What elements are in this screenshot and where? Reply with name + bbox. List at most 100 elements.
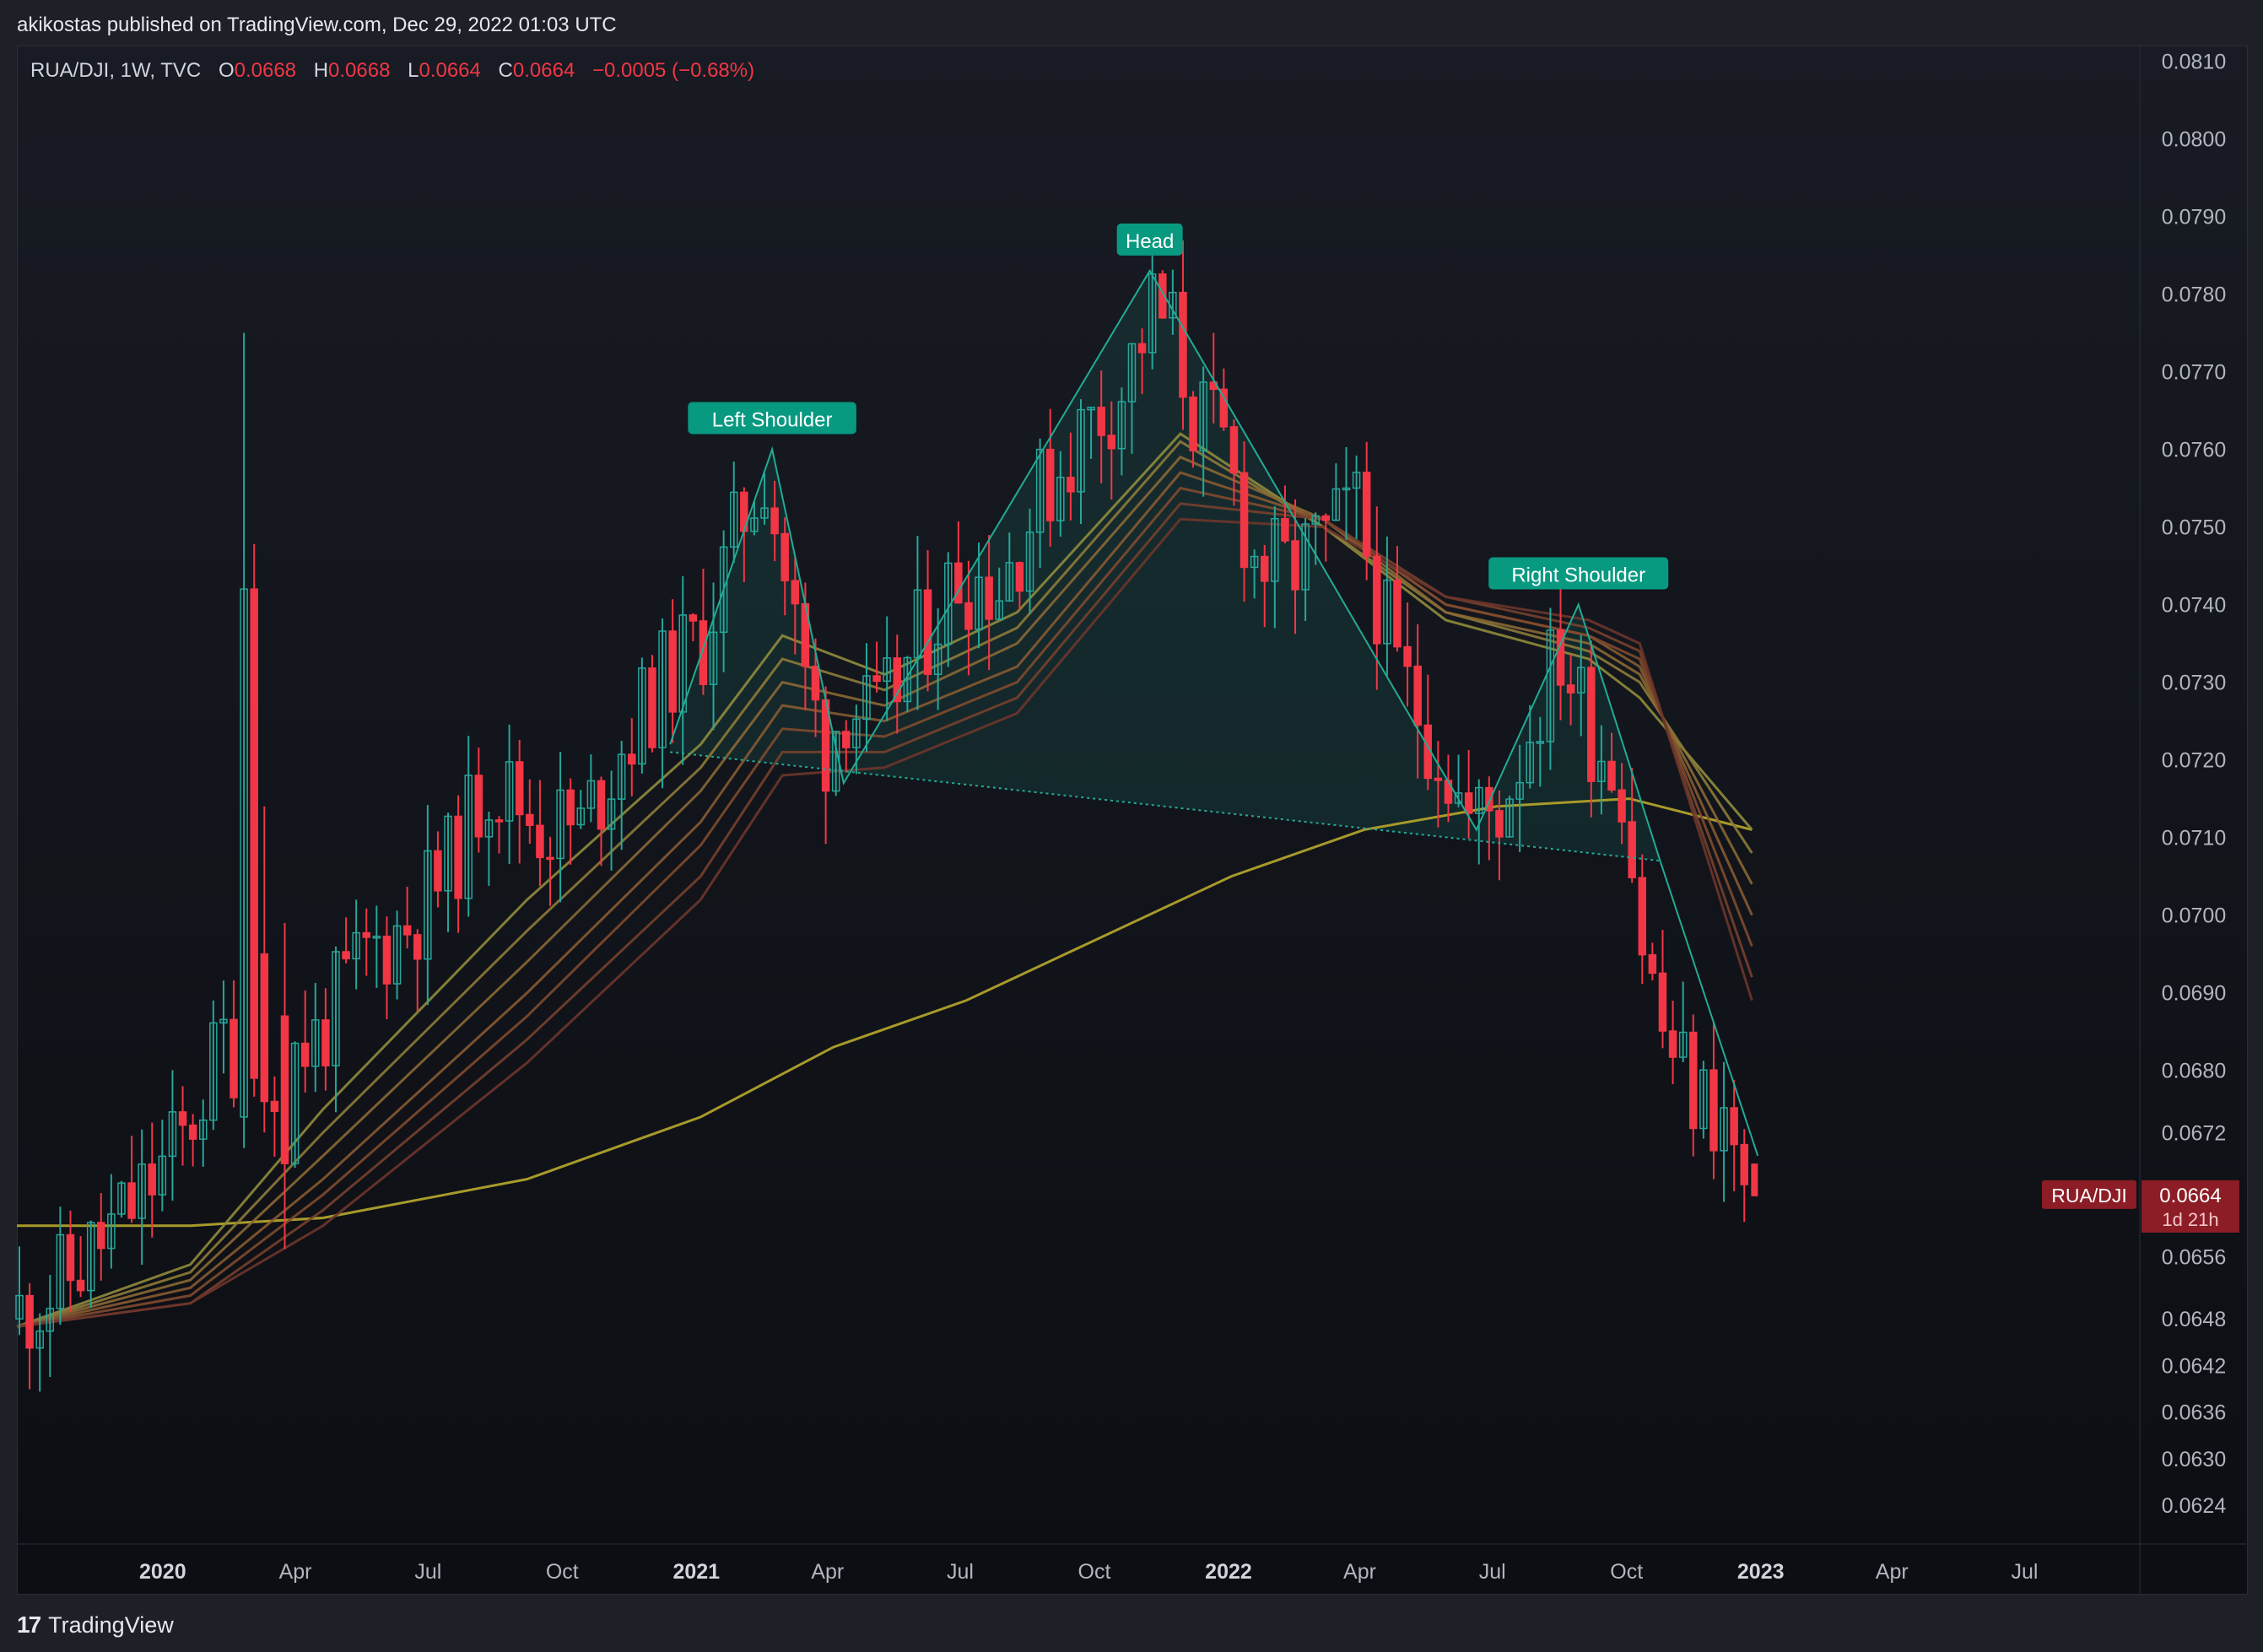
chart-frame[interactable] bbox=[17, 46, 2248, 1595]
candle-body bbox=[342, 951, 350, 960]
ohlc-legend[interactable]: RUA/DJI, 1W, TVC O0.0668 H0.0668 L0.0664… bbox=[30, 59, 754, 83]
neckline bbox=[670, 751, 1661, 862]
candle-body bbox=[975, 576, 983, 630]
candle-body bbox=[780, 532, 789, 581]
footer: 17 TradingView bbox=[17, 1608, 174, 1642]
y-tick-label: 0.0760 bbox=[2162, 439, 2226, 462]
candle-body bbox=[1362, 472, 1371, 558]
symbol-badge-text: RUA/DJI bbox=[2051, 1185, 2126, 1207]
candle-body bbox=[66, 1234, 75, 1282]
candle-body bbox=[1045, 448, 1055, 521]
last-candle-body bbox=[1751, 1163, 1758, 1196]
x-tick-label: Oct bbox=[546, 1560, 579, 1584]
candle-body bbox=[617, 753, 626, 800]
left-shoulder-label: Left Shoulder bbox=[712, 409, 833, 432]
x-tick-label: 2023 bbox=[1737, 1560, 1785, 1584]
candle-body bbox=[1056, 477, 1065, 521]
candle-body bbox=[230, 1018, 238, 1099]
candle-body bbox=[1597, 760, 1606, 782]
candle-body bbox=[290, 1042, 300, 1164]
pattern-line bbox=[669, 268, 1661, 861]
candle-body bbox=[964, 602, 973, 630]
y-tick-label: 0.0672 bbox=[2162, 1121, 2226, 1145]
candle-body bbox=[1087, 407, 1095, 411]
candle-body bbox=[811, 666, 820, 701]
candle-body bbox=[311, 1019, 320, 1067]
candle-body bbox=[1127, 343, 1137, 402]
candle-body bbox=[1403, 645, 1412, 667]
candle-body bbox=[1229, 426, 1239, 474]
tradingview-brand[interactable]: TradingView bbox=[48, 1612, 174, 1638]
candle-body bbox=[300, 1042, 310, 1067]
candle-body bbox=[576, 807, 586, 826]
symbol-badge bbox=[2042, 1180, 2136, 1209]
candle-body bbox=[1689, 1031, 1698, 1130]
candle-body bbox=[526, 813, 534, 826]
candle-body bbox=[1485, 786, 1493, 812]
candle-body bbox=[434, 850, 442, 892]
candle-body bbox=[678, 614, 687, 713]
candle-body bbox=[1607, 760, 1616, 791]
candle-body bbox=[240, 588, 248, 1118]
candle-body bbox=[883, 657, 891, 683]
candle-body bbox=[1219, 388, 1229, 428]
candle-body bbox=[250, 588, 258, 1079]
candle-body bbox=[954, 562, 963, 604]
y-tick-label: 0.0770 bbox=[2162, 360, 2226, 384]
candle-body bbox=[1475, 786, 1483, 814]
close-label: C bbox=[498, 59, 513, 82]
head-label-bg bbox=[1116, 223, 1183, 256]
published-caption: akikostas published on TradingView.com, … bbox=[17, 13, 617, 36]
candle-body bbox=[1199, 381, 1207, 452]
candle-body bbox=[842, 731, 851, 748]
y-tick-label: 0.0636 bbox=[2162, 1401, 2226, 1425]
x-tick-label: Apr bbox=[1876, 1560, 1909, 1584]
y-tick-label: 0.0630 bbox=[2162, 1448, 2226, 1471]
candle-body bbox=[1678, 1031, 1688, 1058]
candle-body bbox=[219, 1018, 228, 1024]
symbol-label: RUA/DJI, 1W, TVC bbox=[30, 59, 202, 82]
candle-body bbox=[1025, 532, 1034, 592]
ema-ribbon-line bbox=[16, 486, 1753, 1328]
candle-body bbox=[903, 656, 912, 703]
candle-body bbox=[25, 1294, 34, 1349]
high-label: H bbox=[313, 59, 329, 82]
candle-body bbox=[1311, 515, 1320, 525]
y-tick-label: 0.0656 bbox=[2162, 1246, 2226, 1270]
candle-body bbox=[1035, 448, 1045, 533]
y-tick-label: 0.0730 bbox=[2162, 672, 2226, 695]
candle-body bbox=[1271, 517, 1279, 582]
ema-ribbon-line bbox=[16, 432, 1753, 1328]
candle-body bbox=[1618, 789, 1626, 823]
candle-body bbox=[97, 1222, 105, 1250]
candle-body bbox=[1434, 777, 1443, 781]
tradingview-logo-icon[interactable]: 17 bbox=[17, 1612, 41, 1638]
candle-body bbox=[464, 775, 473, 899]
candle-body bbox=[1740, 1143, 1748, 1185]
candle-body bbox=[1291, 540, 1299, 591]
y-tick-label: 0.0642 bbox=[2162, 1354, 2226, 1378]
candle-body bbox=[352, 931, 360, 960]
candle-body bbox=[893, 657, 902, 703]
candle-body bbox=[1383, 579, 1391, 645]
candle-body bbox=[178, 1111, 187, 1126]
candle-body bbox=[35, 1330, 44, 1349]
candle-body bbox=[1413, 665, 1422, 726]
y-tick-label: 0.0810 bbox=[2162, 50, 2226, 73]
y-tick-label: 0.0790 bbox=[2162, 205, 2226, 229]
candle-body bbox=[862, 675, 871, 721]
breakdown-line bbox=[1659, 860, 1759, 1157]
candle-body bbox=[148, 1163, 156, 1196]
pattern-area bbox=[670, 270, 1661, 861]
candle-body bbox=[484, 819, 494, 838]
candle-body bbox=[689, 614, 698, 622]
candle-body bbox=[1556, 629, 1565, 686]
candle-body bbox=[1321, 515, 1331, 521]
y-tick-label: 0.0690 bbox=[2162, 982, 2226, 1006]
open-value: 0.0668 bbox=[234, 59, 297, 82]
candle-body bbox=[1331, 488, 1341, 521]
candle-body bbox=[1342, 487, 1351, 491]
candle-body bbox=[198, 1119, 208, 1140]
candle-body bbox=[1250, 555, 1259, 569]
